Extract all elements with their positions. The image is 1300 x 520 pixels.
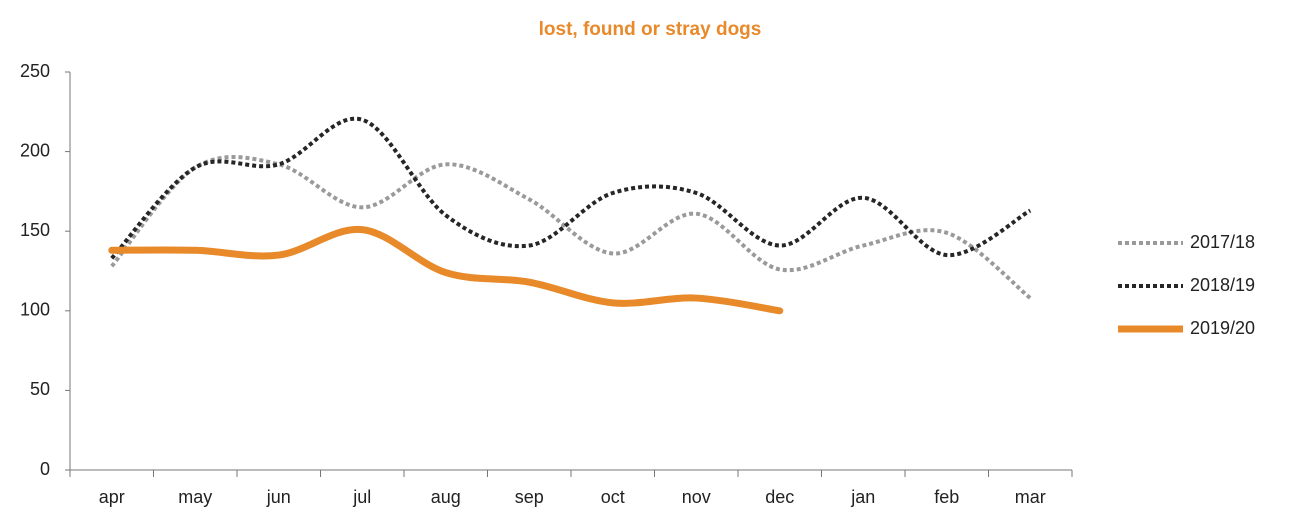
y-tick-label: 50 <box>30 379 50 399</box>
x-tick-label: jun <box>266 487 291 507</box>
series-line <box>110 155 1032 300</box>
series-line <box>108 226 784 315</box>
x-tick-label: jul <box>352 487 371 507</box>
legend-label: 2018/19 <box>1190 275 1255 295</box>
y-tick-label: 250 <box>20 61 50 81</box>
x-tick-label: aug <box>431 487 461 507</box>
x-tick-label: feb <box>934 487 959 507</box>
x-tick-label: sep <box>515 487 544 507</box>
x-tick-label: dec <box>765 487 794 507</box>
x-tick-label: nov <box>682 487 711 507</box>
legend-label: 2017/18 <box>1190 232 1255 252</box>
y-tick-label: 0 <box>40 459 50 479</box>
series-line <box>110 116 1032 260</box>
y-tick-label: 100 <box>20 300 50 320</box>
x-tick-label: jan <box>850 487 875 507</box>
legend-label: 2019/20 <box>1190 318 1255 338</box>
x-tick-label: may <box>178 487 212 507</box>
y-tick-label: 200 <box>20 140 50 160</box>
x-tick-label: apr <box>99 487 125 507</box>
x-tick-label: mar <box>1015 487 1046 507</box>
x-tick-label: oct <box>601 487 625 507</box>
y-tick-label: 150 <box>20 220 50 240</box>
chart-title: lost, found or stray dogs <box>539 19 762 40</box>
